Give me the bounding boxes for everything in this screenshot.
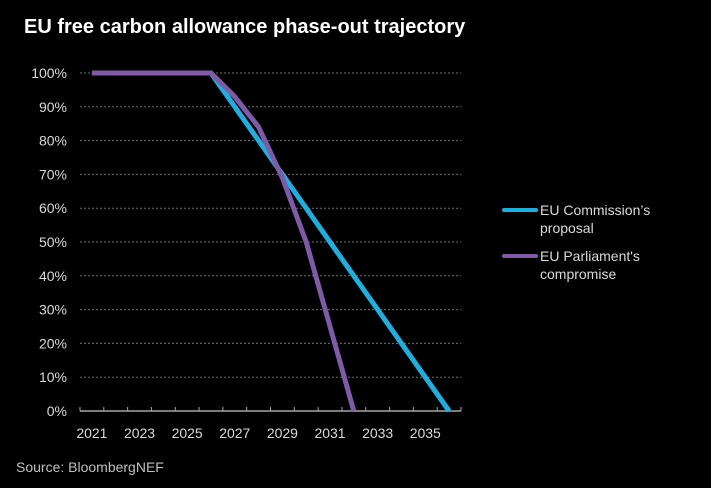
legend: EU Commission’s proposal EU Parliament's… [500,201,700,293]
legend-swatch-commission [502,208,538,212]
source-note: Source: BloombergNEF [16,459,164,475]
gridlines [80,72,461,378]
y-tick-label: 90% [39,99,67,115]
y-tick-label: 80% [39,133,67,149]
x-tick-label: 2025 [172,425,203,441]
y-axis-tick-labels: 0% 10% 20% 30% 40% 50% 60% 70% 80% 90% 100% [31,65,67,419]
y-tick-label: 60% [39,200,67,216]
x-tick-label: 2023 [124,425,155,441]
y-tick-label: 20% [39,335,67,351]
x-axis [79,407,462,412]
x-tick-label: 2021 [76,425,107,441]
legend-item-commission: EU Commission’s proposal [500,201,700,237]
x-tick-label: 2033 [362,425,393,441]
y-tick-label: 50% [39,234,67,250]
legend-item-parliament: EU Parliament's compromise [500,247,700,283]
x-tick-label: 2029 [267,425,298,441]
x-axis-tick-labels: 2021 2023 2025 2027 2029 2031 2033 2035 [76,425,441,441]
x-tick-label: 2031 [314,425,345,441]
y-tick-label: 30% [39,302,67,318]
x-tick-label: 2027 [219,425,250,441]
series-line-parliament [91,70,357,412]
legend-label-commission: EU Commission’s proposal [540,202,651,236]
legend-label-parliament: EU Parliament's compromise [540,248,640,282]
series-lines [91,70,452,413]
y-tick-label: 100% [31,65,67,81]
chart-title: EU free carbon allowance phase-out traje… [24,16,466,38]
y-tick-label: 70% [39,166,67,182]
x-tick-label: 2035 [410,425,441,441]
y-tick-label: 0% [47,403,67,419]
y-tick-label: 40% [39,268,67,284]
y-tick-label: 10% [39,369,67,385]
legend-swatch-parliament [502,254,538,258]
